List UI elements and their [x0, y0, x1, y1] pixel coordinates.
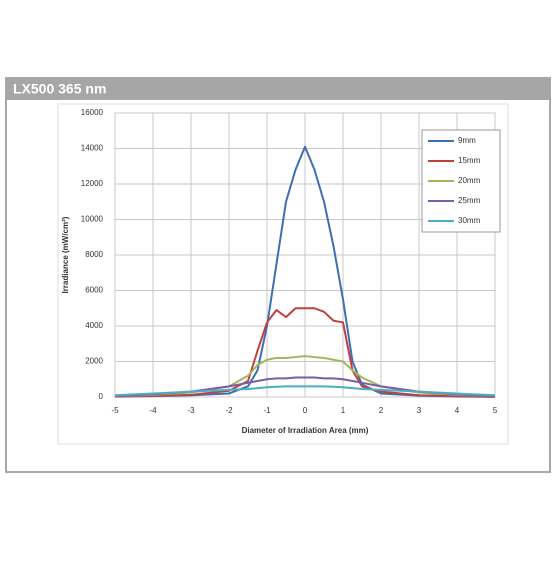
x-tick-label: -1 [263, 406, 271, 415]
y-tick-label: 2000 [85, 357, 103, 366]
legend-label: 25mm [458, 196, 481, 205]
legend-label: 20mm [458, 176, 481, 185]
y-tick-label: 8000 [85, 250, 103, 259]
x-tick-label: -3 [187, 406, 195, 415]
x-tick-label: 2 [379, 406, 384, 415]
y-axis-title: Irradiance (mW/cm²) [61, 216, 70, 293]
x-tick-label: 0 [303, 406, 308, 415]
x-tick-label: 3 [417, 406, 422, 415]
x-tick-label: -2 [225, 406, 233, 415]
legend-label: 9mm [458, 136, 476, 145]
chart-title: LX500 365 nm [13, 81, 106, 97]
y-tick-label: 12000 [81, 179, 104, 188]
legend-label: 30mm [458, 216, 481, 225]
x-tick-label: 4 [455, 406, 460, 415]
legend-label: 15mm [458, 156, 481, 165]
x-tick-label: 5 [493, 406, 498, 415]
y-tick-label: 10000 [81, 215, 104, 224]
y-tick-label: 4000 [85, 321, 103, 330]
x-tick-label: -4 [149, 406, 157, 415]
x-tick-label: -5 [111, 406, 119, 415]
y-tick-label: 16000 [81, 108, 104, 117]
data-line [114, 385, 496, 397]
data-line [114, 376, 496, 398]
x-tick-label: 1 [341, 406, 346, 415]
x-axis-title: Diameter of Irradiation Area (mm) [242, 426, 369, 435]
y-tick-label: 14000 [81, 144, 104, 153]
header-bar [6, 78, 550, 100]
data-line [114, 355, 496, 398]
y-tick-label: 0 [99, 392, 104, 401]
y-tick-label: 6000 [85, 286, 103, 295]
